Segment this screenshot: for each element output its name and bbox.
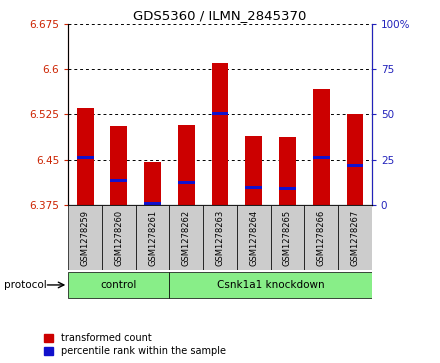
Text: GSM1278261: GSM1278261 [148, 210, 157, 266]
Bar [178, 125, 195, 205]
Bar [279, 137, 296, 205]
Text: GSM1278266: GSM1278266 [317, 210, 326, 266]
Bar [212, 111, 228, 115]
Bar [144, 202, 161, 205]
Bar [313, 89, 330, 205]
Bar [271, 205, 304, 270]
Text: control: control [101, 280, 137, 290]
Text: GSM1278260: GSM1278260 [114, 210, 123, 266]
Bar [136, 205, 169, 270]
Bar [347, 114, 363, 205]
Bar [169, 272, 372, 298]
Bar [169, 205, 203, 270]
Bar [246, 186, 262, 189]
Bar [338, 205, 372, 270]
Title: GDS5360 / ILMN_2845370: GDS5360 / ILMN_2845370 [133, 9, 307, 23]
Bar [68, 205, 102, 270]
Bar [77, 156, 94, 159]
Text: GSM1278262: GSM1278262 [182, 210, 191, 266]
Text: protocol: protocol [4, 280, 47, 290]
Bar [246, 135, 262, 205]
Bar [77, 108, 94, 205]
Bar [237, 205, 271, 270]
Bar [102, 205, 136, 270]
Text: Csnk1a1 knockdown: Csnk1a1 knockdown [217, 280, 324, 290]
Text: GSM1278265: GSM1278265 [283, 210, 292, 266]
Text: GSM1278263: GSM1278263 [216, 210, 224, 266]
Bar [203, 205, 237, 270]
Bar [304, 205, 338, 270]
Bar [313, 156, 330, 159]
Bar [144, 162, 161, 205]
Legend: transformed count, percentile rank within the sample: transformed count, percentile rank withi… [44, 333, 226, 356]
Bar [279, 187, 296, 189]
Bar [178, 180, 195, 184]
Bar [68, 272, 169, 298]
Text: GSM1278259: GSM1278259 [81, 210, 90, 266]
Bar [110, 179, 127, 182]
Bar [110, 126, 127, 205]
Bar [212, 63, 228, 205]
Text: GSM1278264: GSM1278264 [249, 210, 258, 266]
Bar [347, 164, 363, 167]
Text: GSM1278267: GSM1278267 [350, 210, 359, 266]
